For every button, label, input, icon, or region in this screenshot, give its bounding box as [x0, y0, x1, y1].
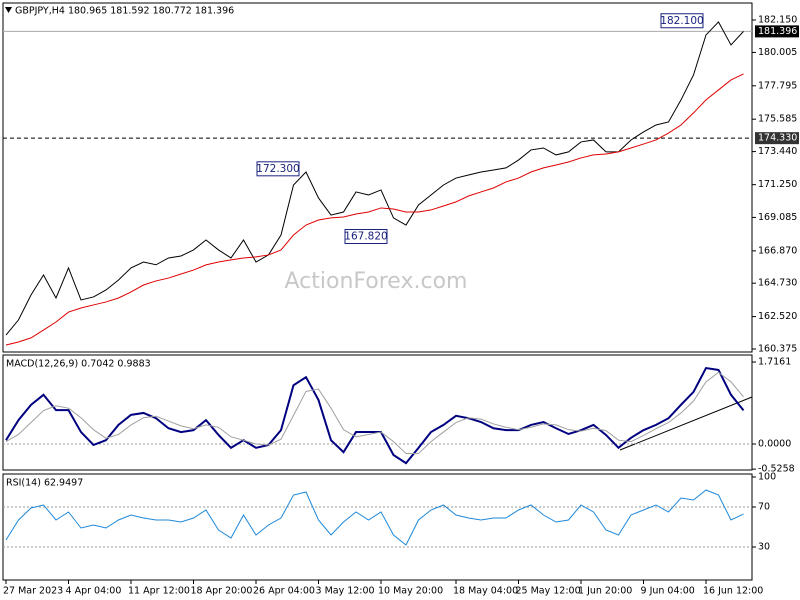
symbol-icon — [5, 7, 12, 13]
y-tick-label: 30 — [758, 542, 770, 553]
price-panel — [2, 2, 753, 353]
annotation-label: 172.300 — [256, 163, 299, 175]
y-tick-label: 180.005 — [758, 47, 797, 58]
y-tick-label: 173.440 — [758, 146, 797, 157]
series-line — [5, 489, 744, 546]
price-label: 181.396 — [758, 26, 797, 37]
x-tick-label: 11 Apr 12:00 — [128, 586, 190, 597]
price-label-box — [755, 25, 799, 38]
macd-panel — [2, 354, 753, 471]
series-line — [5, 73, 744, 346]
series-line — [5, 21, 744, 336]
price-label: 174.330 — [758, 133, 797, 144]
x-tick-label: 1 Jun 20:00 — [578, 586, 632, 597]
y-tick-label: 160.375 — [758, 343, 797, 354]
y-tick-label: 182.150 — [758, 14, 797, 25]
series-line — [5, 366, 745, 465]
annotation-box — [660, 13, 704, 29]
y-tick-label: 100 — [758, 472, 776, 483]
y-tick-label: 171.250 — [758, 179, 797, 190]
watermark: ActionForex.com — [285, 269, 468, 294]
annotation-box — [344, 229, 388, 245]
x-tick-label: 18 Apr 20:00 — [191, 586, 253, 597]
chart-title: GBPJPY,H4 180.965 181.592 180.772 181.39… — [15, 6, 234, 17]
y-tick-label: 164.730 — [758, 278, 797, 289]
x-tick-label: 9 Jun 04:00 — [641, 586, 695, 597]
x-tick-label: 16 Jun 12:00 — [703, 586, 763, 597]
y-tick-label: 0.0000 — [758, 439, 791, 450]
x-tick-label: 3 May 12:00 — [316, 586, 375, 597]
y-tick-label: 1.7161 — [758, 357, 791, 368]
y-tick-label: 70 — [758, 502, 770, 513]
y-tick-label: 166.870 — [758, 245, 797, 256]
y-tick-label: 162.520 — [758, 311, 797, 322]
annotation-label: 182.100 — [660, 15, 703, 27]
trend-line — [619, 396, 753, 451]
annotation-box — [256, 161, 300, 177]
y-tick-label: 169.085 — [758, 212, 797, 223]
x-tick-label: 27 Mar 2023 — [3, 586, 63, 597]
macd-title: MACD(12,26,9) 0.7042 0.9883 — [6, 359, 151, 370]
series-line — [5, 371, 744, 455]
y-tick-label: 175.585 — [758, 114, 797, 125]
rsi-panel — [2, 473, 753, 581]
annotation-label: 167.820 — [344, 231, 387, 243]
price-label-box — [755, 132, 799, 145]
rsi-title: RSI(14) 62.9497 — [6, 478, 83, 489]
y-tick-label: 177.795 — [758, 80, 797, 91]
y-tick-label: -0.5258 — [758, 464, 795, 475]
x-tick-label: 26 Apr 04:00 — [253, 586, 315, 597]
x-tick-label: 4 Apr 04:00 — [66, 586, 122, 597]
x-tick-label: 25 May 12:00 — [516, 586, 581, 597]
x-tick-label: 10 May 20:00 — [378, 586, 443, 597]
x-tick-label: 18 May 04:00 — [453, 586, 518, 597]
